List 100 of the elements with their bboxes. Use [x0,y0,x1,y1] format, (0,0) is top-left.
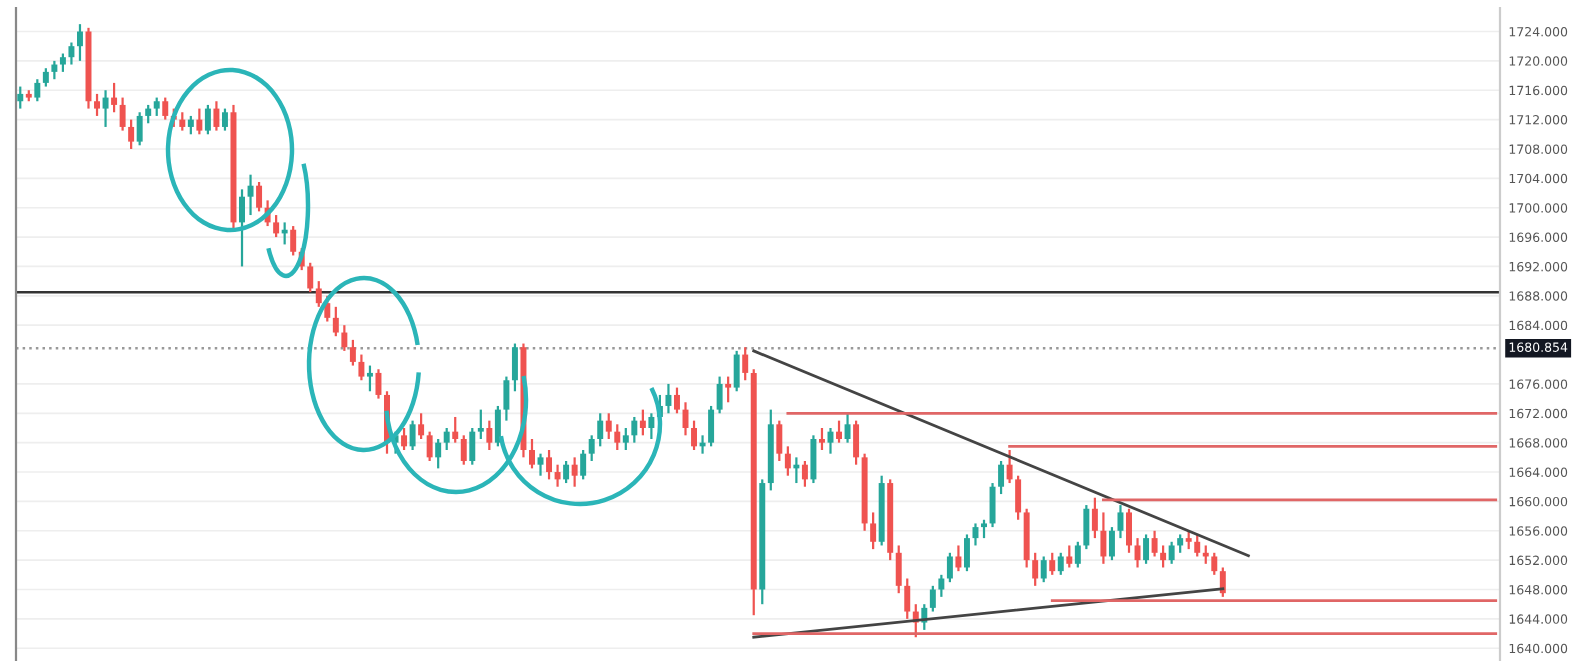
candlestick [810,434,817,485]
candlestick [153,96,160,118]
candlestick [341,324,348,352]
candlestick [460,434,467,466]
candlestick [580,448,587,481]
candlestick [51,59,58,81]
candlestick [443,426,450,452]
candlestick [938,573,945,598]
candlestick [708,404,715,448]
candlestick [1126,507,1132,554]
candlestick [784,445,791,477]
candlestick [853,419,860,466]
candlestick [162,96,169,121]
candlestick [477,408,484,441]
candlestick [494,404,501,448]
candlestick [315,280,322,308]
candlestick [349,338,356,367]
candlestick [136,111,143,147]
candlestick [776,419,783,463]
candlestick [1108,525,1115,562]
candlestick [511,342,518,393]
candlestick [665,382,672,415]
candlestick [239,188,245,268]
candlestick [34,78,41,103]
candlestick [972,522,979,547]
candlestick [290,224,297,257]
candlestick [622,426,629,452]
candlestick [529,437,535,470]
candlestick [614,423,621,452]
candlestick [605,412,612,441]
candlestick [94,92,101,118]
candlestick [59,52,66,73]
candlestick [128,118,135,151]
candlestick [554,463,561,488]
candlestick [844,412,851,444]
candlestick [537,452,544,477]
candlestick [366,364,373,393]
candlestick [196,107,203,136]
candlestick [563,459,570,485]
candlestick [375,368,382,400]
candlestick [1117,503,1124,540]
candlestick [1160,544,1167,569]
candlestick [1066,544,1073,569]
candlestick [989,481,996,529]
candlestick [1177,533,1184,554]
candlestick [571,456,578,488]
candlestick [716,375,723,415]
candlestick [179,111,186,132]
candlestick [1100,511,1107,565]
candlestick [1185,529,1192,551]
candlestick [426,430,433,463]
candlestick [1219,566,1226,598]
candlestick [307,261,314,294]
candlestick [1168,540,1175,565]
candlestick [68,41,75,66]
candlestick [401,426,408,452]
candlestick [1211,551,1218,576]
candlestick [1023,507,1030,569]
candlestick [870,511,877,551]
candlestick [1049,551,1056,576]
candlestick [929,584,936,613]
candlestick [435,437,442,470]
candlestick [1143,533,1150,565]
candlestick [1040,555,1047,584]
candlestick [418,412,425,441]
candlestick [742,346,749,382]
candlestick [213,100,220,132]
candlestick [639,408,646,437]
candlestick [273,213,280,239]
candlestick [1194,533,1201,558]
candlestick [102,89,109,129]
candlestick [1091,496,1098,540]
candlestick [452,415,459,444]
candlestick [469,426,476,466]
candlestick [221,107,228,132]
candlestick [955,544,962,573]
candlestick [725,375,732,404]
candlestick [818,426,825,452]
candlestick [247,173,254,217]
candlestick [187,114,194,136]
candlestick [358,353,365,382]
candlestick [904,577,911,620]
candlestick [1074,540,1081,569]
candlestick [588,434,595,463]
candlestick [631,415,638,444]
candlestick [597,412,604,448]
candlestick [648,412,655,441]
candlestick [733,349,740,393]
candlestick [691,419,698,452]
candlestick [801,459,808,488]
candlestick [256,180,263,213]
candlestick [1032,551,1039,587]
candlestick [673,386,680,415]
candlestick [1151,529,1158,558]
candlestick [332,305,339,338]
candlestick [42,67,49,88]
candlestick [17,85,24,110]
candlestick [836,419,843,444]
candlestick [409,419,416,452]
candlestick [503,375,510,422]
